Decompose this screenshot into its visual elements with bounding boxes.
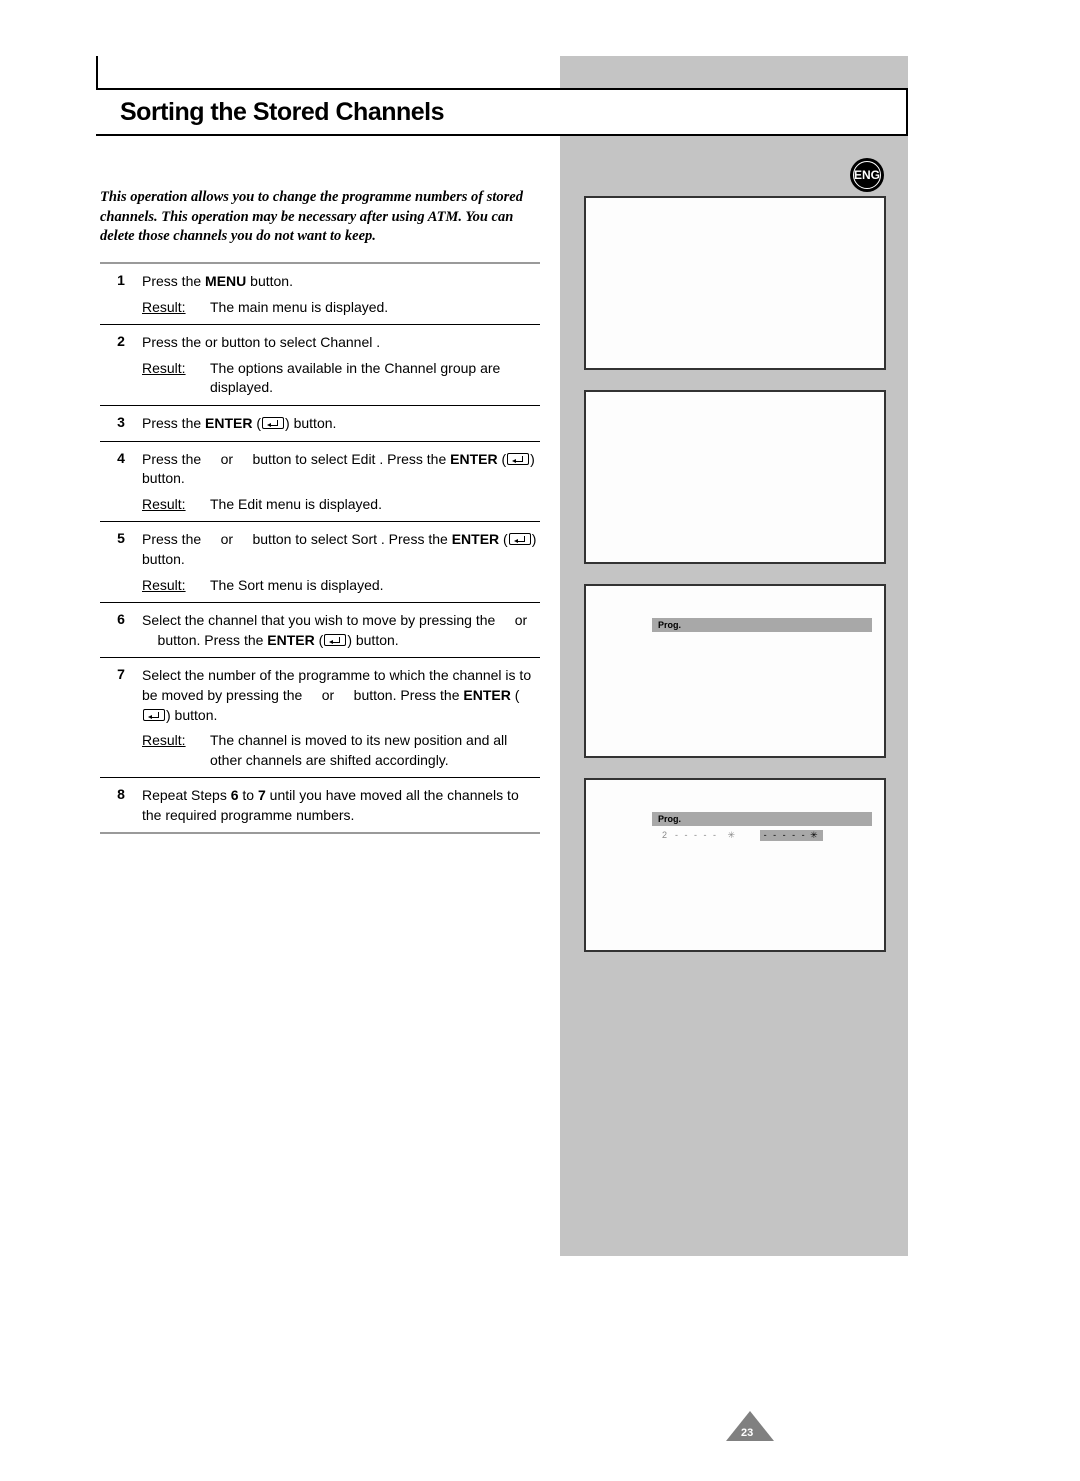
side-panel-4: Prog. 2 - - - - - ✳ - - - - - ✳ — [584, 778, 886, 952]
page-title: Sorting the Stored Channels — [120, 98, 444, 127]
enter-icon — [143, 709, 165, 721]
step-row: 5 Press the or button to select Sort . P… — [100, 522, 540, 602]
result-label: Result: — [142, 298, 210, 318]
panel-row-star-2: ✳ — [810, 830, 819, 840]
panel-header: Prog. — [652, 618, 872, 632]
result-label: Result: — [142, 359, 210, 398]
step-row: 1 Press the MENU button. Result: The mai… — [100, 264, 540, 324]
menu-label: MENU — [205, 273, 246, 289]
step-number: 3 — [100, 414, 142, 434]
enter-label: ENTER — [205, 415, 252, 431]
enter-icon — [262, 417, 284, 429]
result-row: Result: The Sort menu is displayed. — [142, 576, 540, 596]
result-row: Result: The channel is moved to its new … — [142, 731, 540, 770]
side-panel-1 — [584, 196, 886, 370]
title-bar: Sorting the Stored Channels — [96, 88, 908, 136]
step-line: Repeat Steps 6 to 7 until you have moved… — [142, 786, 540, 825]
step-number: 4 — [100, 450, 142, 515]
panel-row-dash-1: - - - - - — [675, 830, 718, 840]
language-badge: ENG — [850, 158, 884, 192]
step-line: Press the ENTER () button. — [142, 414, 540, 434]
step-line: Press the or button to select Channel . — [142, 333, 540, 353]
divider — [100, 832, 540, 834]
page-number: 23 — [741, 1427, 753, 1439]
result-text: The options available in the Channel gro… — [210, 359, 540, 398]
step-body: Press the MENU button. Result: The main … — [142, 272, 540, 317]
step-body: Press the ENTER () button. — [142, 414, 540, 434]
step-row: 8 Repeat Steps 6 to 7 until you have mov… — [100, 778, 540, 832]
panel-header: Prog. — [652, 812, 872, 826]
step-body: Press the or button to select Sort . Pre… — [142, 530, 540, 595]
result-row: Result: The options available in the Cha… — [142, 359, 540, 398]
enter-icon — [507, 453, 529, 465]
result-label: Result: — [142, 495, 210, 515]
step-row: 3 Press the ENTER () button. — [100, 406, 540, 441]
result-label: Result: — [142, 576, 210, 596]
step-number: 1 — [100, 272, 142, 317]
step-line: Press the MENU button. — [142, 272, 540, 292]
panel-row: 2 - - - - - ✳ - - - - - ✳ — [662, 830, 823, 841]
step-number: 7 — [100, 666, 142, 770]
panel-row-num: 2 — [662, 830, 668, 840]
enter-icon — [509, 533, 531, 545]
step-number: 5 — [100, 530, 142, 595]
step-number: 2 — [100, 333, 142, 398]
step-number: 8 — [100, 786, 142, 825]
step-line: Press the or button to select Edit . Pre… — [142, 450, 540, 489]
side-panel-3: Prog. — [584, 584, 886, 758]
enter-label: ENTER — [450, 451, 497, 467]
step-row: 6 Select the channel that you wish to mo… — [100, 603, 540, 657]
steps-list: 1 Press the MENU button. Result: The mai… — [100, 262, 540, 834]
step-line: Select the channel that you wish to move… — [142, 611, 540, 650]
step-body: Select the channel that you wish to move… — [142, 611, 540, 650]
step-line: Press the or button to select Sort . Pre… — [142, 530, 540, 569]
step-body: Repeat Steps 6 to 7 until you have moved… — [142, 786, 540, 825]
step-row: 7 Select the number of the programme to … — [100, 658, 540, 777]
panel-row-dash-2: - - - - - — [764, 830, 807, 840]
panel-row-star-1: ✳ — [728, 830, 737, 840]
result-label: Result: — [142, 731, 210, 770]
side-panel-2 — [584, 390, 886, 564]
step-row: 4 Press the or button to select Edit . P… — [100, 442, 540, 522]
panel-row-highlight: - - - - - ✳ — [760, 830, 823, 841]
enter-label: ENTER — [463, 687, 510, 703]
step-ref-6: 6 — [231, 787, 239, 803]
result-text: The Sort menu is displayed. — [210, 576, 540, 596]
enter-label: ENTER — [452, 531, 499, 547]
enter-icon — [324, 634, 346, 646]
result-row: Result: The Edit menu is displayed. — [142, 495, 540, 515]
step-number: 6 — [100, 611, 142, 650]
enter-label: ENTER — [267, 632, 314, 648]
step-line: Select the number of the programme to wh… — [142, 666, 540, 725]
step-row: 2 Press the or button to select Channel … — [100, 325, 540, 405]
step-body: Press the or button to select Channel . … — [142, 333, 540, 398]
step-body: Press the or button to select Edit . Pre… — [142, 450, 540, 515]
result-text: The channel is moved to its new position… — [210, 731, 540, 770]
result-text: The main menu is displayed. — [210, 298, 540, 318]
language-badge-label: ENG — [853, 161, 881, 189]
step-body: Select the number of the programme to wh… — [142, 666, 540, 770]
result-text: The Edit menu is displayed. — [210, 495, 540, 515]
step-ref-7: 7 — [258, 787, 266, 803]
result-row: Result: The main menu is displayed. — [142, 298, 540, 318]
intro-paragraph: This operation allows you to change the … — [100, 188, 540, 247]
